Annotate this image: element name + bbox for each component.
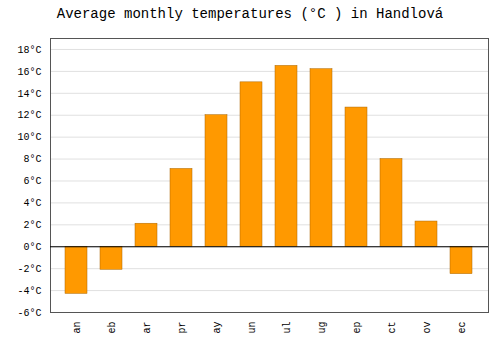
svg-text:ay: ay — [212, 322, 223, 334]
svg-text:10°C: 10°C — [17, 132, 41, 143]
svg-text:18°C: 18°C — [17, 45, 41, 56]
svg-text:8°C: 8°C — [23, 154, 41, 165]
svg-text:-6°C: -6°C — [17, 308, 41, 319]
svg-text:12°C: 12°C — [17, 110, 41, 121]
svg-text:6°C: 6°C — [23, 176, 41, 187]
svg-text:-2°C: -2°C — [17, 264, 41, 275]
svg-text:ug: ug — [317, 322, 328, 334]
html-text:Average monthly temperatures (: Average monthly temperatures (°C ) in Ha… — [56, 6, 444, 22]
svg-text:14°C: 14°C — [17, 89, 41, 100]
svg-text:0°C: 0°C — [23, 242, 41, 253]
svg-text:ct: ct — [387, 322, 398, 334]
svg-text:ar: ar — [142, 322, 153, 334]
svg-text:2°C: 2°C — [23, 220, 41, 231]
svg-text:16°C: 16°C — [17, 67, 41, 78]
svg-text:-4°C: -4°C — [17, 286, 41, 297]
svg-text:pr: pr — [177, 322, 188, 334]
svg-text:eb: eb — [107, 322, 118, 334]
svg-text:an: an — [72, 322, 83, 334]
svg-text:ep: ep — [352, 322, 363, 334]
svg-text:ov: ov — [422, 322, 433, 334]
svg-text:ec: ec — [457, 322, 468, 334]
svg-text:ul: ul — [282, 322, 293, 334]
svg-text:4°C: 4°C — [23, 198, 41, 209]
svg-text:un: un — [247, 322, 258, 334]
